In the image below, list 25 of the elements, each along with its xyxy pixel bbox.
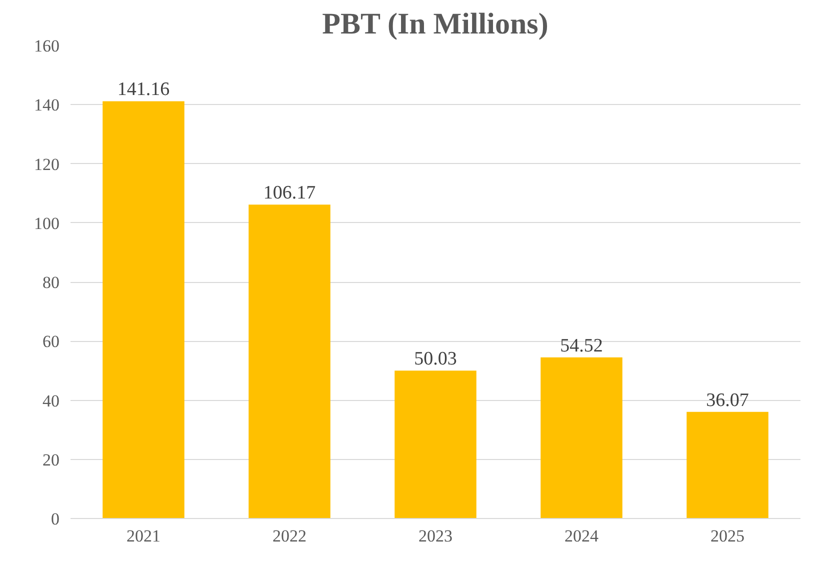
bar (248, 204, 330, 518)
chart-title: PBT (In Millions) (322, 8, 548, 40)
y-tick-label: 120 (34, 154, 60, 174)
bar (102, 101, 184, 518)
y-tick-label: 0 (51, 510, 60, 528)
x-tick-label: 2024 (564, 526, 599, 546)
y-tick-label: 140 (34, 96, 60, 115)
bar (540, 357, 622, 518)
x-tick-label: 2022 (272, 526, 306, 546)
y-tick-label: 100 (34, 214, 60, 233)
y-tick-label: 60 (42, 332, 60, 352)
data-label: 36.07 (706, 390, 749, 411)
bar (394, 370, 476, 518)
x-tick-label: 2023 (418, 526, 452, 546)
data-label: 106.17 (263, 182, 316, 204)
data-label: 54.52 (560, 335, 603, 356)
bar (686, 412, 768, 518)
x-tick-label: 2021 (126, 526, 160, 546)
y-tick-label: 40 (42, 391, 60, 410)
x-tick-label: 2025 (710, 526, 744, 546)
y-tick-label: 80 (42, 273, 60, 292)
data-label: 141.16 (117, 79, 170, 100)
data-label: 50.03 (414, 348, 457, 370)
y-tick-label: 20 (42, 450, 60, 470)
y-tick-label: 160 (34, 36, 60, 56)
